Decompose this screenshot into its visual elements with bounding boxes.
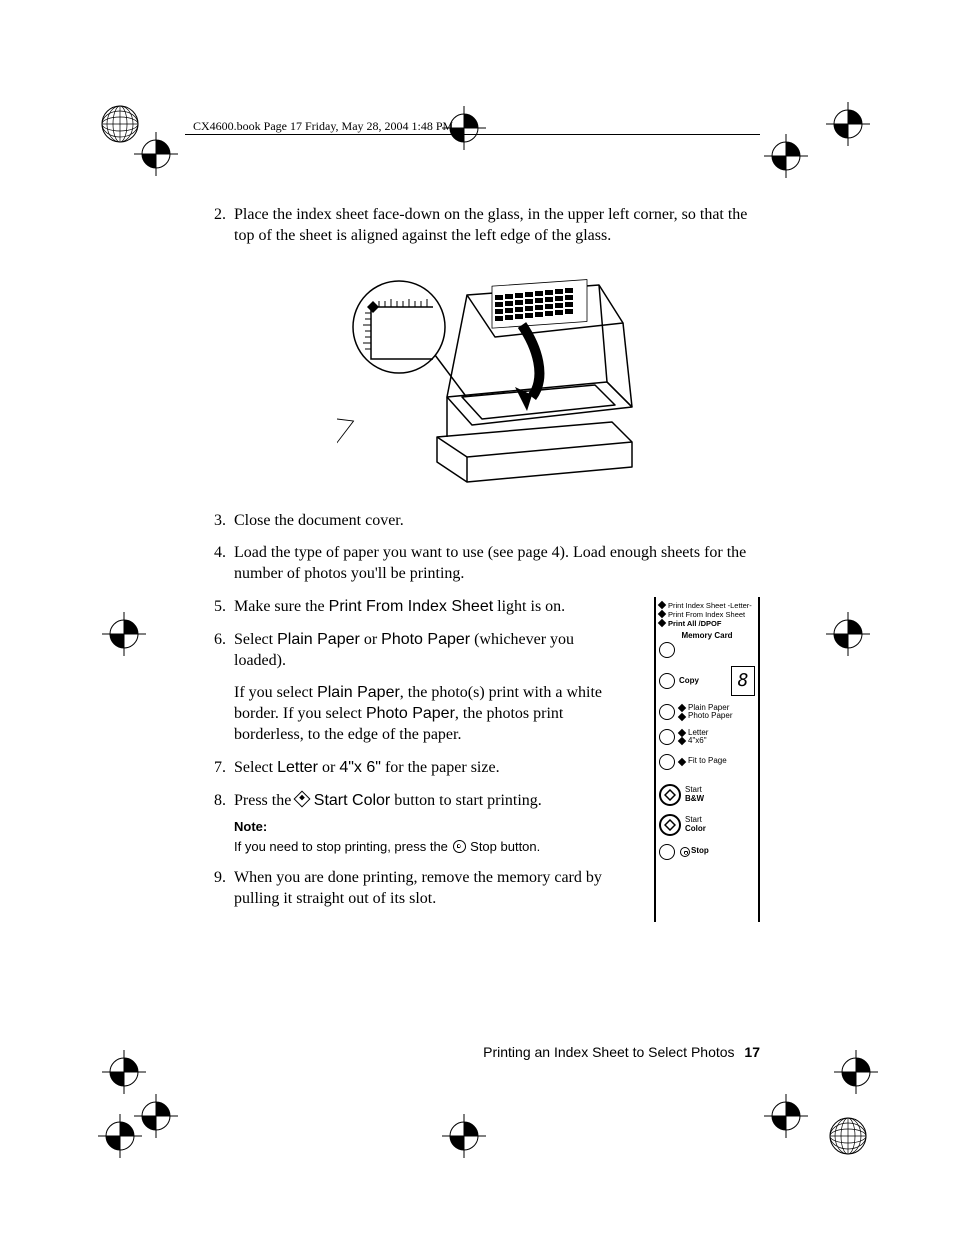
registration-cross-icon xyxy=(824,100,872,148)
step-7: 7. Select Letter or 4"x 6" for the paper… xyxy=(200,758,604,779)
registration-cross-icon xyxy=(824,610,872,658)
step-3: 3. Close the document cover. xyxy=(200,511,760,532)
panel-button xyxy=(659,642,675,658)
step-number: 6. xyxy=(200,630,226,651)
registration-cross-icon xyxy=(762,132,810,180)
step-text: Press the Start Color button to start pr… xyxy=(234,792,542,809)
step-5: 5. Make sure the Print From Index Sheet … xyxy=(200,597,604,618)
step-9: 9. When you are done printing, remove th… xyxy=(200,868,604,910)
footer-title: Printing an Index Sheet to Select Photos xyxy=(483,1044,734,1060)
registration-cross-icon xyxy=(132,130,180,178)
printer-illustration xyxy=(337,267,657,487)
registration-cross-icon xyxy=(832,1048,880,1096)
start-color-button xyxy=(659,814,681,836)
step-6: 6. Select Plain Paper or Photo Paper (wh… xyxy=(200,630,604,746)
running-head: CX4600.book Page 17 Friday, May 28, 2004… xyxy=(193,119,453,134)
step-number: 7. xyxy=(200,758,226,779)
panel-display: 8 xyxy=(731,666,755,696)
step-text: Load the type of paper you want to use (… xyxy=(234,544,746,582)
control-panel-diagram: Print Index Sheet -Letter- Print From In… xyxy=(654,597,760,922)
start-bw-button xyxy=(659,784,681,806)
step-number: 9. xyxy=(200,868,226,889)
panel-label-group: Fit to Page xyxy=(679,757,755,765)
registration-cross-icon xyxy=(100,610,148,658)
panel-label-group: Start B&W xyxy=(685,786,755,803)
registration-globe-icon xyxy=(824,1112,872,1160)
step-number: 8. xyxy=(200,791,226,812)
step-4: 4. Load the type of paper you want to us… xyxy=(200,543,760,585)
manual-page: CX4600.book Page 17 Friday, May 28, 2004… xyxy=(0,0,954,1235)
memory-card-options: Print Index Sheet -Letter- Print From In… xyxy=(659,602,755,628)
note-body: If you need to stop printing, press the … xyxy=(234,838,604,856)
step-text: When you are done printing, remove the m… xyxy=(234,869,602,907)
panel-label-group: Start Color xyxy=(685,816,755,833)
registration-cross-icon xyxy=(132,1092,180,1140)
note-label: Note: xyxy=(234,819,604,836)
panel-button xyxy=(659,729,675,745)
panel-button xyxy=(659,673,675,689)
step-2: 2. Place the index sheet face-down on th… xyxy=(200,205,760,487)
panel-label: Copy xyxy=(679,677,699,685)
step-number: 5. xyxy=(200,597,226,618)
stop-button xyxy=(659,844,675,860)
panel-button xyxy=(659,754,675,770)
step-text: Place the index sheet face-down on the g… xyxy=(234,206,747,244)
memory-card-label: Memory Card xyxy=(659,632,755,640)
panel-label-group: Letter 4"x6" xyxy=(679,729,755,746)
step-text: Close the document cover. xyxy=(234,512,404,529)
page-content: 2. Place the index sheet face-down on th… xyxy=(200,205,760,934)
step-number: 2. xyxy=(200,205,226,226)
panel-label-group: Plain Paper Photo Paper xyxy=(679,704,755,721)
registration-cross-icon xyxy=(100,1048,148,1096)
step-6-detail: If you select Plain Paper, the photo(s) … xyxy=(234,683,604,745)
registration-cross-icon xyxy=(440,104,488,152)
stop-icon xyxy=(453,840,466,853)
registration-cross-icon xyxy=(440,1112,488,1160)
page-number: 17 xyxy=(744,1044,760,1060)
panel-button xyxy=(659,704,675,720)
step-text: Make sure the Print From Index Sheet lig… xyxy=(234,598,565,615)
step-number: 3. xyxy=(200,511,226,532)
page-footer: Printing an Index Sheet to Select Photos… xyxy=(200,1044,760,1060)
registration-cross-icon xyxy=(762,1092,810,1140)
step-number: 4. xyxy=(200,543,226,564)
step-8: 8. Press the Start Color button to start… xyxy=(200,791,604,857)
step-text: Select Letter or 4"x 6" for the paper si… xyxy=(234,759,500,776)
steps-5-to-9-with-panel: 5. Make sure the Print From Index Sheet … xyxy=(200,597,760,922)
panel-label-group: Stop xyxy=(679,847,755,857)
step-text: Select Plain Paper or Photo Paper (which… xyxy=(234,631,574,669)
